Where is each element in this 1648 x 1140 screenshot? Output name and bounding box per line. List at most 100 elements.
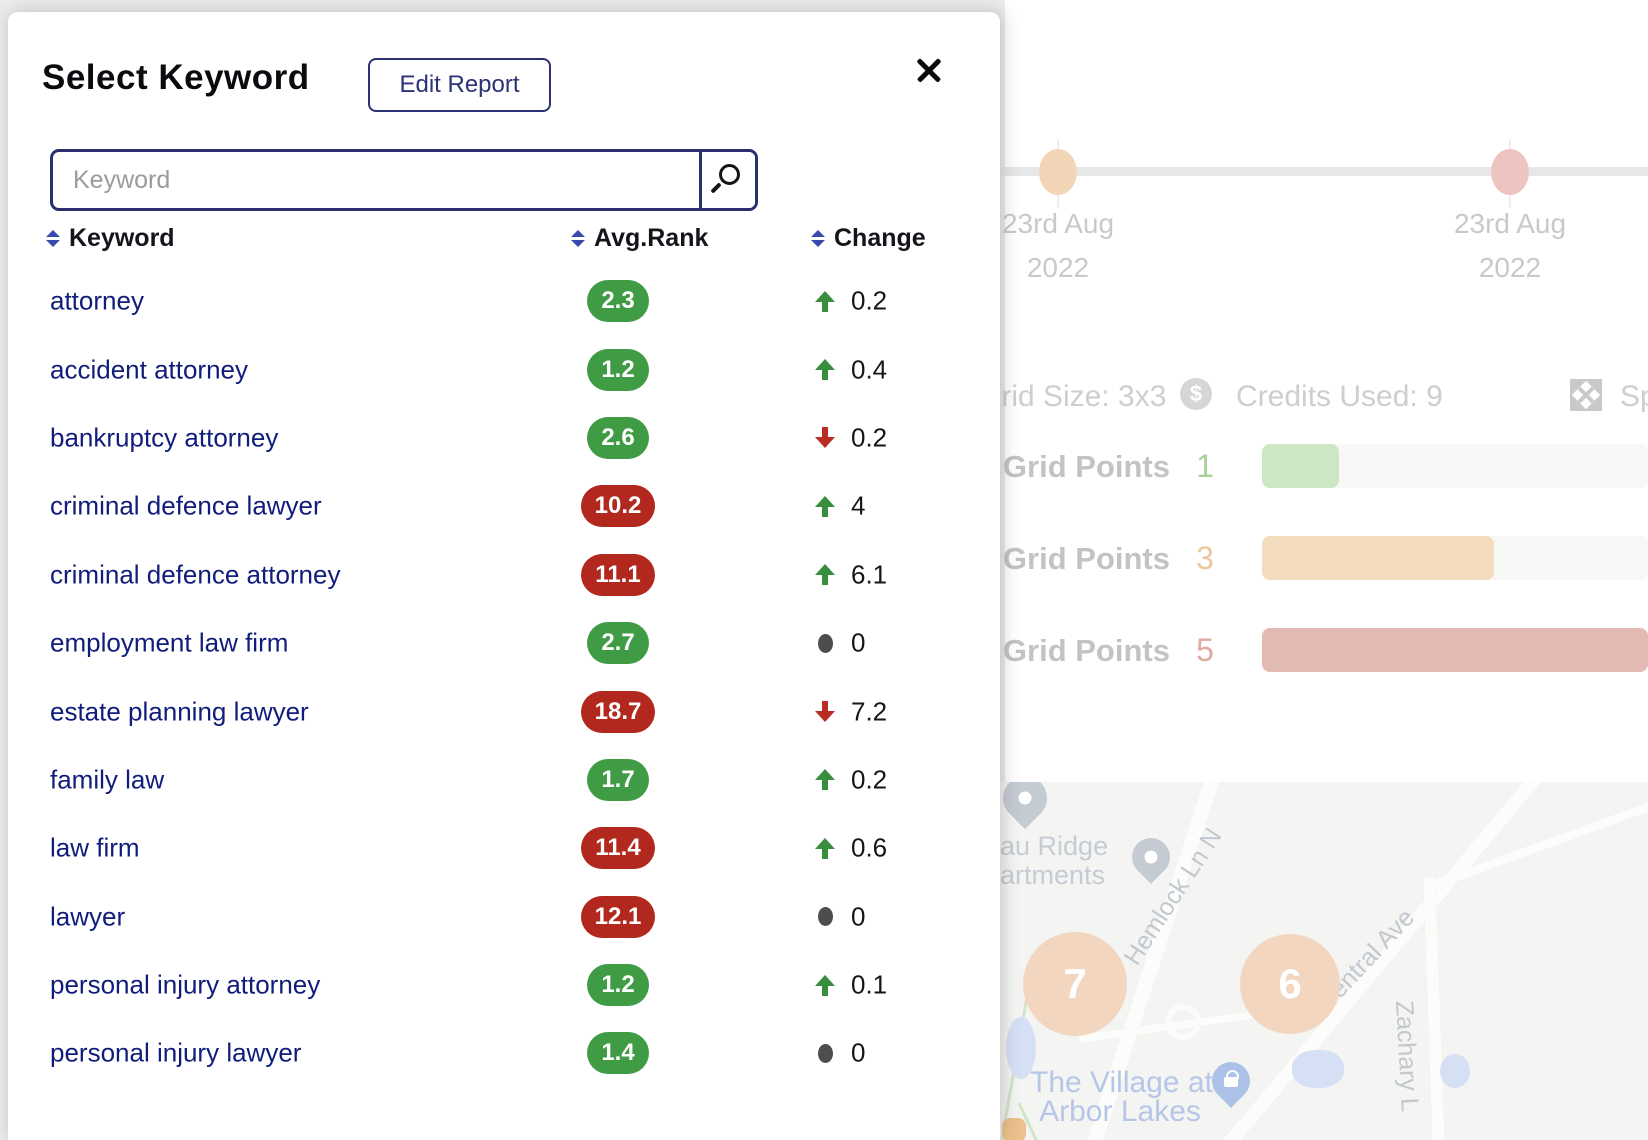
- change-value: 0.2: [851, 764, 888, 795]
- table-row: law firm 11.4 0.6: [8, 814, 1000, 882]
- sort-icon: [571, 230, 585, 247]
- change-value: 7.2: [851, 696, 888, 727]
- change-value: 0.2: [851, 285, 888, 316]
- keyword-link[interactable]: criminal defence lawyer: [50, 490, 322, 521]
- grid-points-count: 3: [1196, 540, 1214, 576]
- spread-expand-icon: [1570, 379, 1602, 416]
- table-row: personal injury attorney 1.2 0.1: [8, 951, 1000, 1019]
- map-pond: [1006, 1017, 1036, 1079]
- change-value: 6.1: [851, 559, 888, 590]
- keyword-table: attorney 2.3 0.2 accident attorney 1.2 0…: [8, 267, 1000, 1088]
- keyword-link[interactable]: personal injury lawyer: [50, 1037, 302, 1068]
- map-marker: 7: [1023, 932, 1127, 1036]
- grid-points-bar: [1262, 628, 1648, 672]
- map-pond: [1292, 1050, 1344, 1088]
- grid-points-bar-track: [1262, 628, 1648, 672]
- avg-rank-badge: 2.6: [587, 416, 649, 459]
- map-marker: 6: [1240, 934, 1340, 1034]
- change-value: 0.6: [851, 832, 888, 863]
- search-icon-handle: [710, 182, 722, 194]
- grid-size-label: Grid Size: 3x3: [978, 380, 1167, 413]
- avg-rank-badge: 1.4: [587, 1032, 649, 1075]
- map-marker-partial: [1002, 1118, 1026, 1140]
- search-button[interactable]: [699, 152, 755, 208]
- grid-points-label: g Grid Points: [975, 449, 1170, 484]
- close-icon[interactable]: [911, 52, 947, 88]
- modal-title: Select Keyword: [42, 58, 310, 97]
- keyword-link[interactable]: employment law firm: [50, 627, 289, 658]
- column-header-avg-rank[interactable]: Avg.Rank: [571, 224, 708, 253]
- change-direction-icon: [817, 1043, 833, 1063]
- grid-points-label: g Grid Points: [975, 541, 1170, 576]
- change-direction-icon: [814, 564, 836, 586]
- keyword-link[interactable]: accident attorney: [50, 354, 249, 385]
- map-road: [1428, 801, 1648, 891]
- change-value: 0: [851, 1037, 866, 1068]
- sort-icon: [46, 230, 60, 247]
- street-label-zachary: Zachary L: [1390, 1000, 1424, 1113]
- avg-rank-badge: 11.1: [581, 553, 655, 596]
- change-value: 0.2: [851, 422, 888, 453]
- map-pond: [1440, 1054, 1470, 1088]
- avg-rank-badge: 11.4: [581, 827, 655, 870]
- grid-points-count: 1: [1196, 448, 1214, 484]
- grid-points-label: Grid Points: [1002, 633, 1170, 668]
- grid-points-bar-track: [1262, 444, 1648, 488]
- avg-rank-badge: 12.1: [580, 895, 656, 938]
- change-value: 0.1: [851, 969, 888, 1000]
- column-header-change[interactable]: Change: [811, 224, 926, 253]
- keyword-link[interactable]: personal injury attorney: [50, 969, 321, 1000]
- table-row: attorney 2.3 0.2: [8, 267, 1000, 335]
- change-direction-icon: [814, 359, 836, 381]
- change-direction-icon: [817, 907, 833, 927]
- timeline-date: 23rd Aug 2022: [1453, 208, 1567, 283]
- keyword-link[interactable]: estate planning lawyer: [50, 696, 309, 727]
- lock-icon-body: [1224, 1077, 1238, 1087]
- change-direction-icon: [814, 427, 836, 449]
- table-row: estate planning lawyer 18.7 7.2: [8, 677, 1000, 745]
- keyword-link[interactable]: bankruptcy attorney: [50, 422, 279, 453]
- map-roundabout: [1165, 1004, 1201, 1040]
- change-direction-icon: [814, 290, 836, 312]
- grid-points-bar-track: [1262, 536, 1648, 580]
- table-row: accident attorney 1.2 0.4: [8, 335, 1000, 403]
- avg-rank-badge: 18.7: [580, 690, 656, 733]
- change-value: 0: [851, 627, 866, 658]
- change-direction-icon: [817, 633, 833, 653]
- keyword-search: [50, 149, 758, 211]
- column-header-keyword[interactable]: Keyword: [46, 224, 175, 253]
- edit-report-button[interactable]: Edit Report: [368, 58, 551, 112]
- avg-rank-badge: 10.2: [580, 485, 656, 528]
- timeline-dot: [1491, 149, 1529, 195]
- grid-points-count: 5: [1196, 632, 1214, 668]
- table-row: criminal defence lawyer 10.2 4: [8, 472, 1000, 540]
- change-direction-icon: [814, 974, 836, 996]
- avg-rank-badge: 1.7: [587, 758, 649, 801]
- change-direction-icon: [814, 837, 836, 859]
- table-row: bankruptcy attorney 2.6 0.2: [8, 404, 1000, 472]
- table-row: family law 1.7 0.2: [8, 746, 1000, 814]
- credits-used-label: Credits Used: 9: [1236, 380, 1443, 413]
- village-label: The Village at Arbor Lakes: [1030, 1066, 1213, 1128]
- credits-dollar-icon: $: [1180, 378, 1212, 410]
- table-row: lawyer 12.1 0: [8, 883, 1000, 951]
- change-direction-icon: [814, 769, 836, 791]
- keyword-link[interactable]: criminal defence attorney: [50, 559, 341, 590]
- table-row: employment law firm 2.7 0: [8, 609, 1000, 677]
- keyword-link[interactable]: family law: [50, 764, 165, 795]
- sort-icon: [811, 230, 825, 247]
- search-input[interactable]: [53, 152, 699, 208]
- avg-rank-badge: 2.3: [587, 280, 649, 323]
- keyword-link[interactable]: lawyer: [50, 901, 126, 932]
- avg-rank-badge: 2.7: [587, 622, 649, 665]
- keyword-link[interactable]: attorney: [50, 285, 144, 316]
- map: au Ridge artments Hemlock Ln N Central A…: [1000, 782, 1648, 1140]
- table-row: personal injury lawyer 1.4 0: [8, 1019, 1000, 1087]
- table-row: criminal defence attorney 11.1 6.1: [8, 541, 1000, 609]
- change-value: 0: [851, 901, 866, 932]
- spread-label: Sp: [1620, 380, 1648, 413]
- keyword-link[interactable]: law firm: [50, 832, 140, 863]
- grid-points-bar: [1262, 444, 1339, 488]
